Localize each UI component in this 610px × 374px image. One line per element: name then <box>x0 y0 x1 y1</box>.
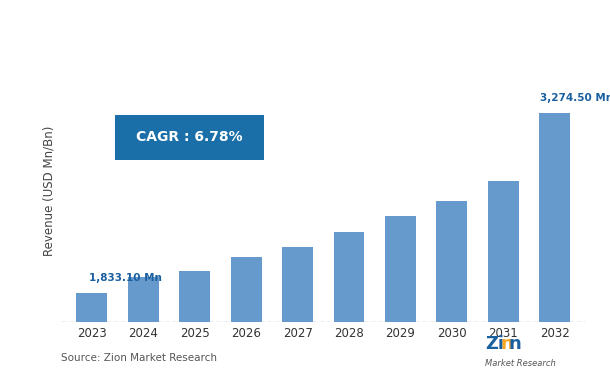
Bar <box>76 292 107 374</box>
Text: n: n <box>500 335 513 353</box>
Bar <box>231 257 262 374</box>
Bar <box>334 232 364 374</box>
Bar <box>179 271 210 374</box>
Text: 2024-2032 (USD Million): 2024-2032 (USD Million) <box>220 15 428 33</box>
Bar <box>128 277 159 374</box>
Text: Source: Zion Market Research: Source: Zion Market Research <box>61 353 217 363</box>
Bar <box>282 247 313 374</box>
Bar <box>385 216 416 374</box>
Text: 1,833.10 Mn: 1,833.10 Mn <box>89 273 162 283</box>
Text: Market Research: Market Research <box>485 359 556 368</box>
Text: n: n <box>508 335 521 353</box>
Bar <box>539 113 570 374</box>
FancyBboxPatch shape <box>115 115 264 160</box>
Text: Global Cable Glands Market,: Global Cable Glands Market, <box>0 15 217 33</box>
Bar <box>436 201 467 374</box>
Text: CAGR : 6.78%: CAGR : 6.78% <box>136 130 243 144</box>
Bar <box>488 181 518 374</box>
Y-axis label: Revenue (USD Mn/Bn): Revenue (USD Mn/Bn) <box>43 126 56 256</box>
Text: Zi: Zi <box>485 335 504 353</box>
Text: 3,274.50 Mn: 3,274.50 Mn <box>540 93 610 103</box>
